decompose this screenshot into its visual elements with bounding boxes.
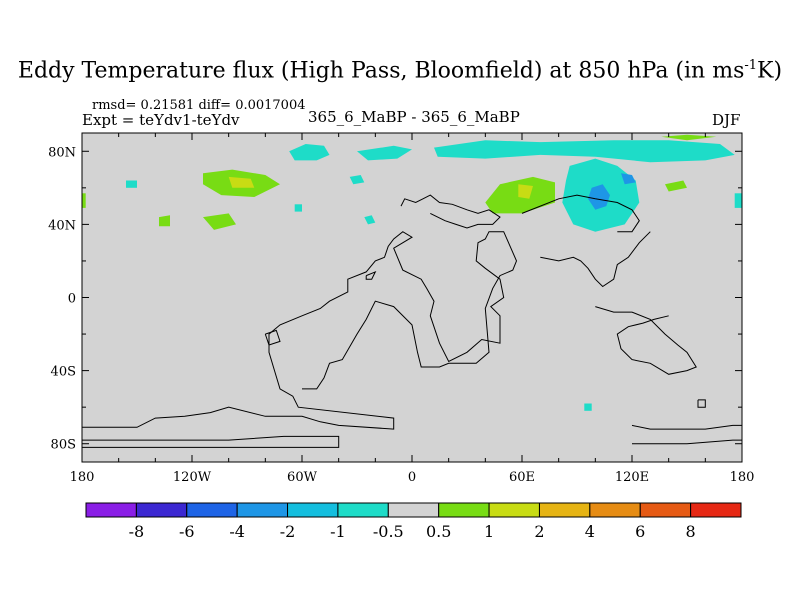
contour-region-3 [434,140,735,163]
chart-title: Eddy Temperature flux (High Pass, Bloomf… [17,58,783,84]
contour-region-16 [159,215,170,227]
colorbar-label-0: -8 [129,522,145,541]
colorbar-swatch-9 [538,502,591,518]
contour-regions [82,134,742,411]
y-tick-label-3: 40S [51,365,76,380]
colorbar-label-1: -6 [179,522,195,541]
colorbar-swatch-0 [85,502,137,518]
y-tick-label-0: 80N [48,145,76,160]
contour-region-1 [289,144,330,161]
x-tick-label-0: 180 [70,470,95,485]
colorbar-swatch-5 [337,502,389,518]
colorbar-label-6: 0.5 [426,522,451,541]
plot-background [82,133,742,462]
contour-region-19 [665,180,687,192]
contour-region-20 [661,134,717,141]
colorbar-swatch-7 [438,502,490,518]
colorbar-label-7: 1 [484,522,494,541]
colorbar-swatch-4 [287,502,339,518]
contour-region-15 [203,213,236,230]
comparison-label: 365_6_MaBP - 365_6_MaBP [308,108,520,126]
contour-region-2 [357,145,412,161]
contour-region-11 [584,403,592,411]
season-label: DJF [712,111,741,129]
colorbar-swatch-12 [690,502,742,518]
x-tick-label-1: 120W [173,470,212,485]
x-tick-label-6: 180 [730,470,755,485]
contour-region-7 [126,180,137,188]
colorbar-swatch-6 [387,502,440,518]
x-tick-label-3: 0 [408,470,416,485]
coastline-3 [400,194,501,229]
colorbar-label-4: -1 [330,522,346,541]
colorbar-swatch-1 [135,502,188,518]
colorbar-label-11: 8 [686,522,696,541]
x-tick-label-5: 120E [615,470,649,485]
coastline-11 [264,329,281,346]
x-tick-label-2: 60W [287,470,318,485]
contour-region-10 [364,215,376,225]
x-tick-label-4: 60E [509,470,535,485]
contour-region-8 [349,175,365,185]
colorbar-label-3: -2 [280,522,296,541]
contour-region-6 [621,173,636,185]
colorbar-label-10: 6 [635,522,645,541]
experiment-label: Expt = teYdv1-teYdv [82,111,240,129]
stats-label: rmsd= 0.21581 diff= 0.0017004 [92,98,306,113]
contour-region-18 [518,184,533,199]
coastline-4 [521,194,640,233]
colorbar-label-8: 2 [534,522,544,541]
coastlines [82,194,742,448]
y-tick-label-1: 40N [48,218,76,233]
colorbar-swatch-8 [488,502,540,518]
coastline-1 [82,231,518,430]
colorbar-label-2: -4 [229,522,245,541]
colorbar-swatch-11 [639,502,692,518]
contour-region-5 [588,184,610,210]
coastline-5 [540,231,651,288]
colorbar-label-5: -0.5 [373,522,404,541]
colorbar-swatch-2 [186,502,238,518]
contour-region-14 [228,176,255,188]
y-tick-label-4: 80S [51,438,76,453]
coastline-7 [631,424,742,430]
colorbar-swatch-10 [589,502,641,518]
contour-region-9 [294,204,302,212]
contour-region-12 [734,193,742,208]
coastline-6 [595,306,697,375]
colorbar-swatch-3 [236,502,289,518]
coastline-2 [82,435,340,448]
coastline-9 [697,399,706,408]
y-tick-label-2: 0 [68,292,76,307]
contour-region-21 [82,193,86,208]
coastline-10 [365,270,377,280]
coastline-8 [632,439,742,445]
colorbar-label-9: 4 [585,522,595,541]
